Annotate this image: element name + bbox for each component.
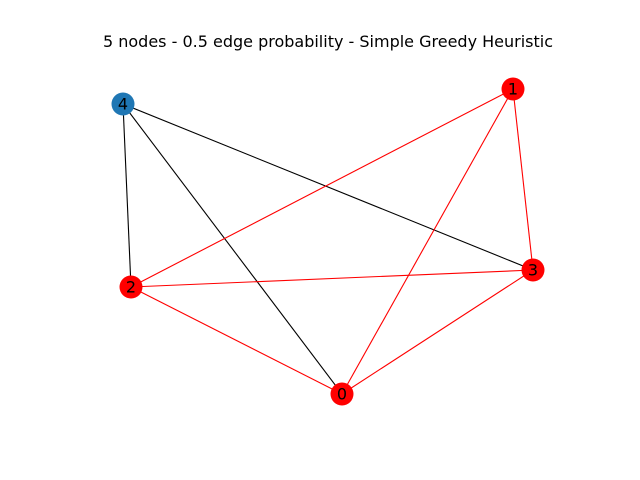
node-3: 3 bbox=[521, 258, 545, 282]
plot-title: 5 nodes - 0.5 edge probability - Simple … bbox=[102, 32, 554, 51]
edges-layer bbox=[122, 88, 534, 395]
node-circle-0 bbox=[330, 382, 354, 406]
edge-1-0 bbox=[341, 88, 514, 395]
node-label-0: 0 bbox=[337, 385, 347, 404]
edge-2-0 bbox=[130, 286, 343, 395]
edge-4-2 bbox=[122, 103, 132, 288]
node-circle-2 bbox=[119, 275, 143, 299]
node-label-3: 3 bbox=[528, 261, 538, 280]
node-label-4: 4 bbox=[118, 95, 128, 114]
node-label-1: 1 bbox=[508, 80, 518, 99]
node-2: 2 bbox=[119, 275, 143, 299]
node-4: 4 bbox=[111, 92, 135, 116]
edge-4-0 bbox=[122, 103, 343, 395]
edge-1-2 bbox=[130, 88, 514, 288]
node-label-2: 2 bbox=[126, 278, 136, 297]
edge-0-3 bbox=[341, 269, 534, 395]
node-circle-4 bbox=[111, 92, 135, 116]
node-0: 0 bbox=[330, 382, 354, 406]
edge-4-3 bbox=[122, 103, 534, 271]
node-circle-1 bbox=[501, 77, 525, 101]
node-1: 1 bbox=[501, 77, 525, 101]
edge-2-3 bbox=[130, 269, 534, 288]
edge-1-3 bbox=[512, 88, 534, 271]
nodes-layer: 0 1 2 3 4 bbox=[111, 77, 545, 406]
node-circle-3 bbox=[521, 258, 545, 282]
